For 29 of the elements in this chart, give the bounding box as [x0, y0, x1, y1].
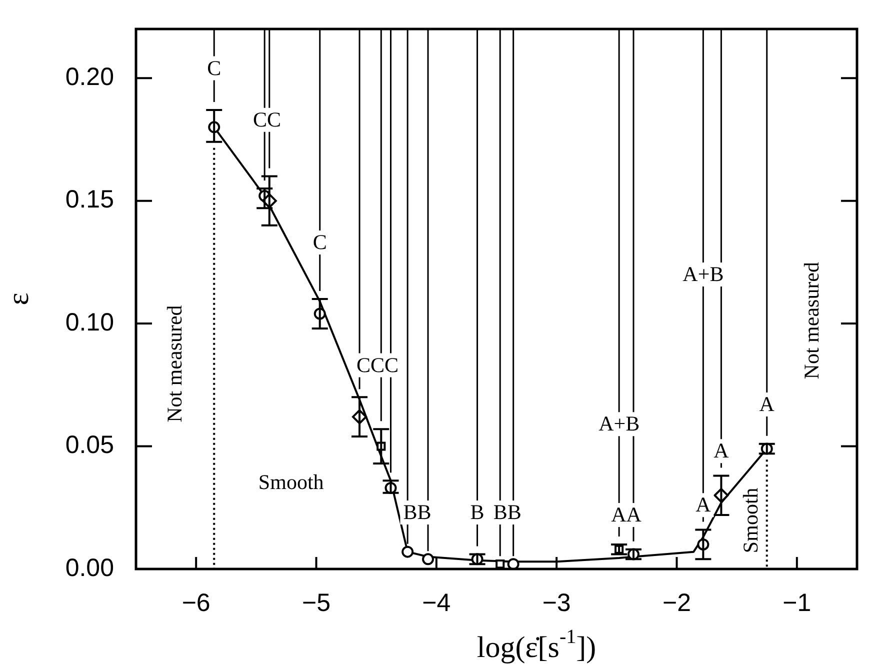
- annotation: A+B: [682, 262, 724, 286]
- annotation: Smooth: [258, 470, 324, 494]
- annotation: A: [714, 438, 730, 463]
- x-tick-label: −3: [542, 588, 571, 617]
- annotation: AA: [611, 502, 642, 527]
- annotation: A: [696, 492, 712, 517]
- y-tick-label: 0.10: [65, 308, 114, 336]
- x-tick-label: −5: [302, 588, 331, 617]
- x-tick-label: −6: [182, 588, 210, 617]
- annotation: Smooth: [738, 487, 762, 554]
- annotation: Not measured: [162, 304, 187, 422]
- annotation: Not measured: [799, 261, 824, 380]
- y-axis-title: ε: [2, 292, 35, 306]
- annotation: BB: [493, 500, 522, 524]
- y-tick-label: 0.15: [65, 186, 114, 214]
- annotation: BB: [403, 500, 432, 524]
- annotation: C: [207, 56, 222, 80]
- x-tick-label: −2: [662, 588, 692, 617]
- y-tick-label: 0.00: [65, 554, 114, 582]
- y-tick-label: 0.05: [65, 431, 114, 460]
- annotation: B: [470, 500, 484, 524]
- y-tick-label: 0.20: [65, 62, 114, 91]
- annotation: C: [312, 230, 327, 254]
- annotation: A+B: [598, 412, 640, 436]
- annotation: CCC: [356, 352, 399, 377]
- x-tick-label: −4: [422, 588, 451, 617]
- x-tick-label: −1: [782, 588, 812, 617]
- annotation: CC: [252, 107, 281, 132]
- annotation: A: [759, 392, 776, 416]
